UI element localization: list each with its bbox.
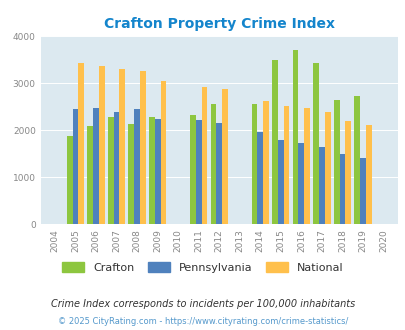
Bar	[333, 100, 339, 224]
Bar	[113, 112, 119, 224]
Bar	[216, 123, 222, 224]
Bar	[354, 96, 359, 224]
Bar	[87, 126, 93, 224]
Bar	[271, 60, 277, 224]
Bar	[201, 86, 207, 224]
Bar	[262, 101, 268, 224]
Bar	[313, 63, 318, 224]
Bar	[257, 132, 262, 224]
Title: Crafton Property Crime Index: Crafton Property Crime Index	[104, 17, 334, 31]
Bar	[298, 143, 303, 224]
Bar	[190, 115, 195, 224]
Bar	[160, 81, 166, 224]
Bar	[140, 71, 145, 224]
Bar	[210, 105, 216, 224]
Bar	[365, 125, 371, 224]
Legend: Crafton, Pennsylvania, National: Crafton, Pennsylvania, National	[59, 259, 346, 277]
Bar	[359, 158, 365, 224]
Bar	[283, 106, 289, 224]
Bar	[222, 89, 227, 224]
Bar	[119, 69, 125, 224]
Bar	[318, 147, 324, 224]
Bar	[292, 50, 298, 224]
Bar	[303, 108, 309, 224]
Bar	[195, 120, 201, 224]
Bar	[339, 154, 345, 224]
Bar	[99, 66, 104, 224]
Bar	[345, 121, 350, 224]
Bar	[251, 104, 257, 224]
Bar	[128, 124, 134, 224]
Bar	[277, 140, 283, 224]
Text: Crime Index corresponds to incidents per 100,000 inhabitants: Crime Index corresponds to incidents per…	[51, 299, 354, 309]
Bar	[324, 112, 330, 224]
Bar	[72, 109, 78, 224]
Bar	[134, 109, 140, 224]
Bar	[78, 63, 84, 224]
Bar	[108, 117, 113, 224]
Bar	[154, 118, 160, 224]
Bar	[93, 108, 99, 224]
Bar	[67, 136, 72, 224]
Bar	[149, 117, 154, 224]
Text: © 2025 CityRating.com - https://www.cityrating.com/crime-statistics/: © 2025 CityRating.com - https://www.city…	[58, 317, 347, 326]
